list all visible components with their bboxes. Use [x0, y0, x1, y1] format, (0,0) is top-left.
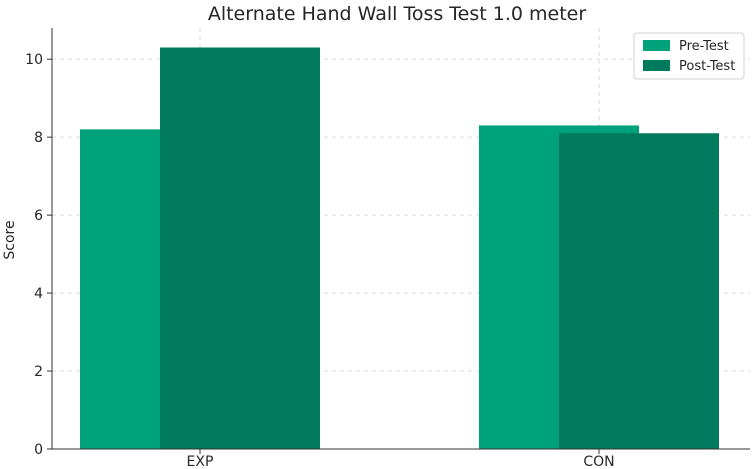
bars	[80, 47, 719, 449]
legend-swatch-pre-test	[643, 40, 670, 51]
bar-post-test-exp	[160, 47, 320, 449]
legend: Pre-Test Post-Test	[633, 32, 745, 80]
bar-post-test-con	[559, 133, 719, 449]
chart-title: Alternate Hand Wall Toss Test 1.0 meter	[208, 3, 587, 25]
axes: 0 2 4 6 8 10 EXP CON	[25, 28, 750, 469]
y-tick-label: 6	[34, 208, 43, 224]
y-tick-label: 8	[34, 130, 43, 146]
y-tick-label: 10	[25, 52, 43, 68]
x-tick-label: EXP	[187, 454, 214, 469]
legend-label-post-test: Post-Test	[679, 59, 735, 74]
y-tick-label: 4	[34, 286, 43, 302]
y-axis-label: Score	[2, 220, 18, 259]
x-tick-label: CON	[583, 454, 614, 469]
legend-swatch-post-test	[643, 60, 670, 71]
y-tick-label: 0	[34, 442, 43, 458]
y-tick-label: 2	[34, 364, 43, 380]
legend-label-pre-test: Pre-Test	[679, 39, 729, 54]
